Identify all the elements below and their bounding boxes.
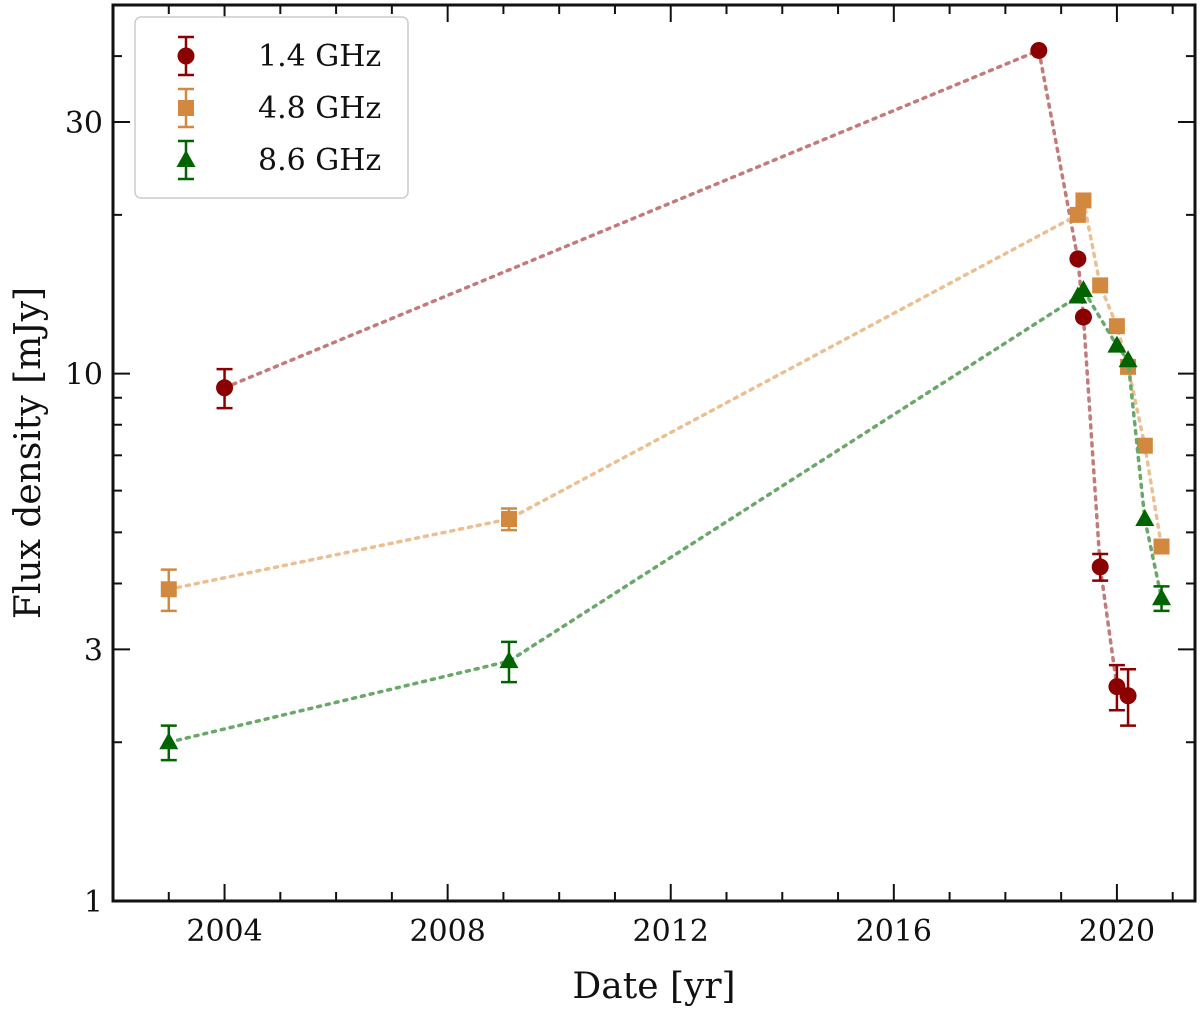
data-point xyxy=(1073,280,1093,298)
y-tick-label: 10 xyxy=(65,358,103,393)
data-point xyxy=(160,581,177,598)
x-tick-label: 2004 xyxy=(186,914,262,949)
series-line xyxy=(167,287,1164,744)
legend-label: 8.6 GHz xyxy=(258,143,381,178)
x-axis-title: Date [yr] xyxy=(572,966,735,1007)
data-point xyxy=(1091,558,1109,576)
legend-marker xyxy=(176,150,196,167)
data-point xyxy=(1107,335,1127,353)
x-tick-label: 2008 xyxy=(409,914,485,949)
data-point xyxy=(1153,538,1170,555)
legend-label: 4.8 GHz xyxy=(258,91,381,126)
axis-ticks: 2004 2008 2012 2016 2020 1 3 10 30 xyxy=(65,5,1195,949)
series-layer xyxy=(159,41,1172,762)
legend-box xyxy=(134,16,409,199)
data-point xyxy=(1030,41,1048,59)
data-point xyxy=(1092,277,1109,294)
series-3 xyxy=(159,280,1172,762)
y-tick-label: 1 xyxy=(84,885,103,920)
data-point xyxy=(1152,588,1172,606)
data-point xyxy=(1136,437,1153,454)
data-point xyxy=(1135,509,1155,527)
plot-frame xyxy=(111,3,1197,903)
data-point xyxy=(1075,192,1092,209)
data-point xyxy=(159,732,179,750)
series-2 xyxy=(160,192,1170,613)
data-point xyxy=(1069,206,1086,223)
data-point xyxy=(1069,250,1087,268)
data-point xyxy=(1074,308,1092,326)
series-line xyxy=(167,194,1164,592)
data-point xyxy=(1118,350,1138,368)
y-axis-title: Flux density [mJy] xyxy=(8,287,49,619)
x-tick-label: 2012 xyxy=(633,914,709,949)
data-point xyxy=(500,511,517,528)
legend-marker xyxy=(177,47,195,65)
x-tick-label: 2020 xyxy=(1079,914,1155,949)
legend-entry: 1.4 GHz xyxy=(177,35,381,77)
legend: 1.4 GHz 4.8 GHz 8.6 GHz xyxy=(134,16,409,199)
data-point xyxy=(1108,318,1125,335)
x-tick-label: 2016 xyxy=(856,914,932,949)
y-tick-label: 30 xyxy=(65,106,103,141)
series-1 xyxy=(216,41,1137,727)
data-point xyxy=(499,651,519,669)
data-point xyxy=(1119,687,1137,705)
legend-marker xyxy=(178,100,194,116)
legend-label: 1.4 GHz xyxy=(258,39,381,74)
legend-entry: 8.6 GHz xyxy=(176,139,381,181)
y-tick-label: 3 xyxy=(84,633,103,668)
data-point xyxy=(216,379,234,397)
legend-entry: 4.8 GHz xyxy=(178,87,381,129)
